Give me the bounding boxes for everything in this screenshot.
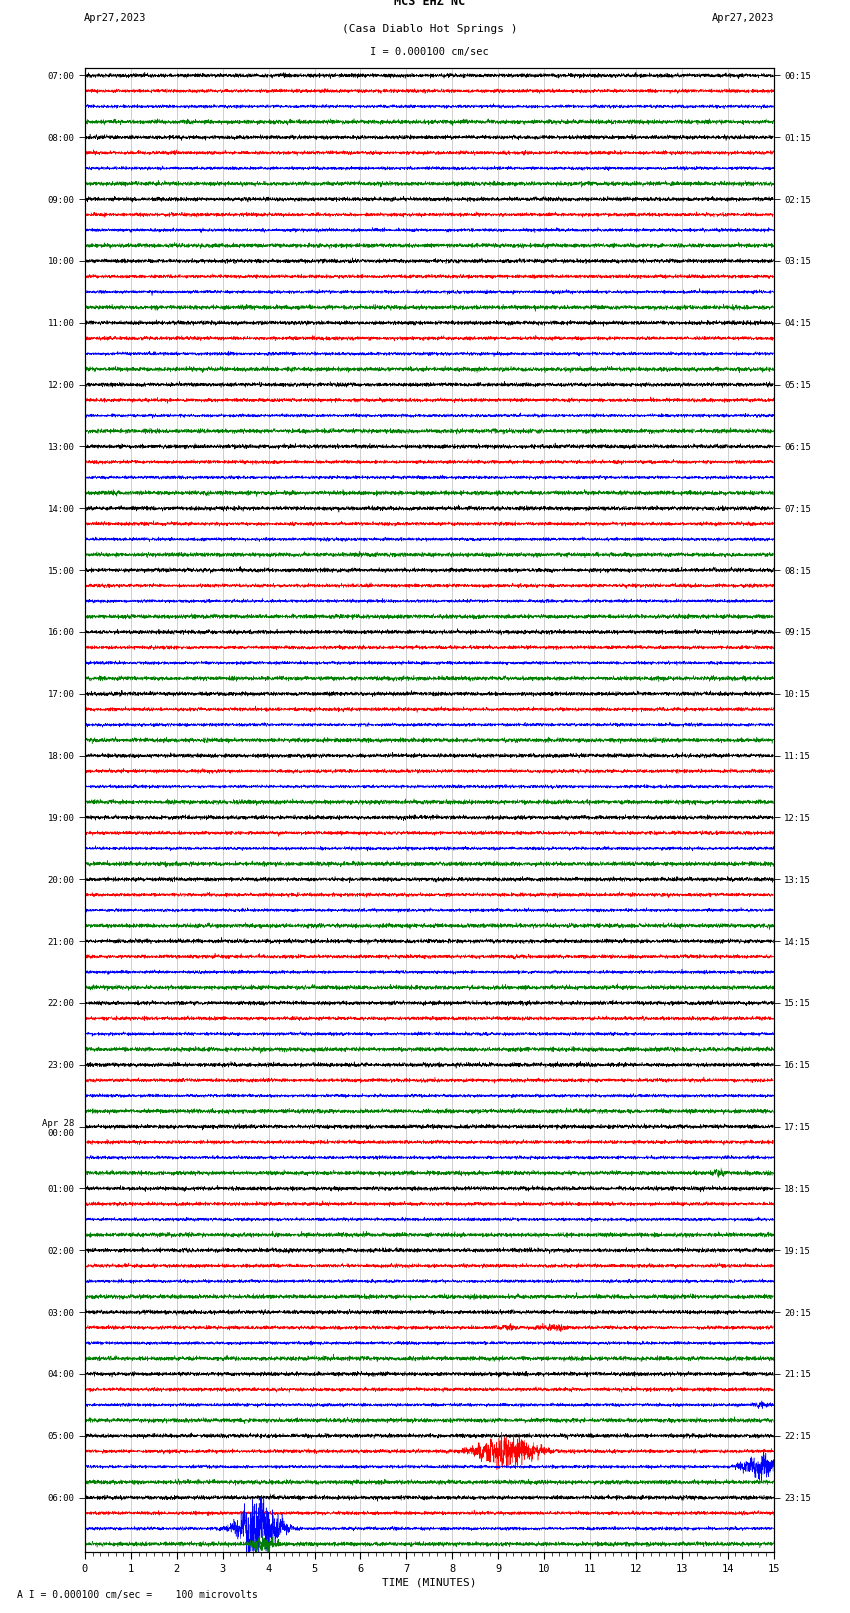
Text: I = 0.000100 cm/sec: I = 0.000100 cm/sec: [370, 47, 489, 58]
Text: UTC: UTC: [84, 0, 105, 3]
Text: MCS EHZ NC: MCS EHZ NC: [394, 0, 465, 8]
Text: Apr27,2023: Apr27,2023: [711, 13, 774, 23]
Text: (Casa Diablo Hot Springs ): (Casa Diablo Hot Springs ): [342, 24, 517, 34]
Text: Apr27,2023: Apr27,2023: [84, 13, 147, 23]
Text: A I = 0.000100 cm/sec =    100 microvolts: A I = 0.000100 cm/sec = 100 microvolts: [17, 1590, 258, 1600]
X-axis label: TIME (MINUTES): TIME (MINUTES): [382, 1578, 477, 1587]
Text: PDT: PDT: [754, 0, 774, 3]
